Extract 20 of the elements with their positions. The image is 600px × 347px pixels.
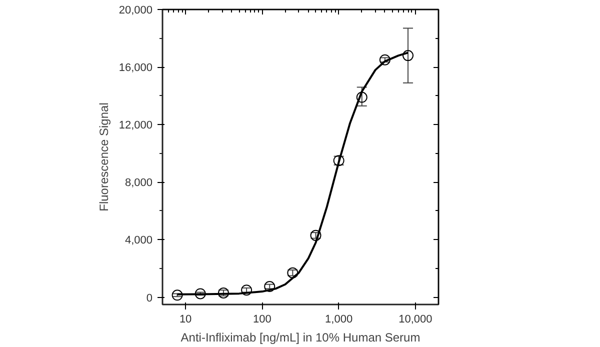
point xyxy=(241,284,252,296)
y-axis-title: Fluorescence Signal xyxy=(96,102,111,212)
y-tick-label: 16,000 xyxy=(118,62,153,74)
y-tick-label: 8,000 xyxy=(124,177,153,190)
point xyxy=(402,50,414,62)
x-tick-label: 1,000 xyxy=(325,314,353,326)
y-tick-label: 0 xyxy=(146,292,153,304)
point xyxy=(194,288,206,300)
point xyxy=(310,230,322,241)
x-tick-label: 100 xyxy=(253,314,272,326)
x-axis-title: Anti-Infliximab [ng/mL] in 10% Human Serum xyxy=(180,330,420,344)
point xyxy=(356,92,368,103)
x-tick-label: 10 xyxy=(179,314,192,326)
x-tick-label: 10,000 xyxy=(398,314,432,326)
y-tick-label: 4,000 xyxy=(124,234,153,247)
point xyxy=(172,290,183,301)
y-tick-label: 12,000 xyxy=(118,120,153,132)
point xyxy=(379,54,390,66)
point xyxy=(264,281,276,292)
y-tick-label: 20,000 xyxy=(118,4,153,16)
